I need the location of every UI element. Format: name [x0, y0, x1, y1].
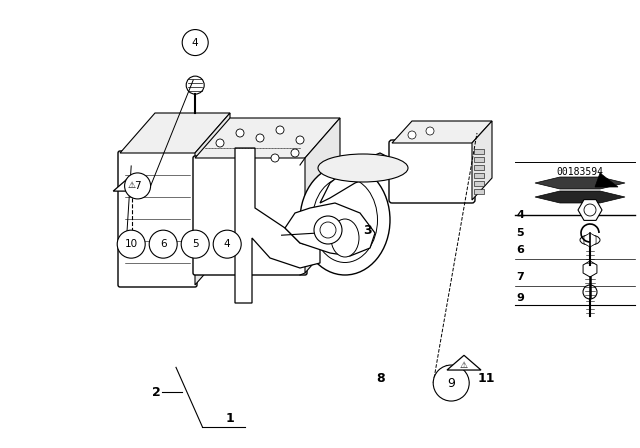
Text: 3: 3	[364, 224, 372, 237]
FancyBboxPatch shape	[474, 181, 484, 186]
Polygon shape	[320, 153, 390, 203]
Text: 7: 7	[516, 272, 524, 282]
Ellipse shape	[318, 154, 408, 182]
Polygon shape	[120, 113, 230, 153]
Circle shape	[320, 222, 336, 238]
Polygon shape	[305, 118, 340, 273]
Polygon shape	[113, 176, 149, 191]
Circle shape	[256, 134, 264, 142]
Text: 1: 1	[226, 412, 235, 426]
FancyBboxPatch shape	[474, 173, 484, 178]
Polygon shape	[472, 121, 492, 200]
Polygon shape	[195, 113, 230, 285]
Text: 4: 4	[192, 38, 198, 47]
Text: 9: 9	[447, 376, 455, 390]
Circle shape	[296, 136, 304, 144]
Ellipse shape	[300, 165, 390, 275]
Circle shape	[125, 173, 150, 199]
Ellipse shape	[580, 235, 600, 245]
Text: 4: 4	[224, 239, 230, 249]
Polygon shape	[195, 118, 340, 158]
FancyBboxPatch shape	[474, 189, 484, 194]
Circle shape	[291, 149, 299, 157]
Circle shape	[149, 230, 177, 258]
Circle shape	[433, 365, 469, 401]
Text: 6: 6	[516, 245, 524, 255]
Text: 2: 2	[152, 385, 161, 399]
FancyBboxPatch shape	[474, 157, 484, 162]
Polygon shape	[595, 173, 618, 187]
Text: 5: 5	[516, 228, 524, 238]
Circle shape	[186, 76, 204, 94]
Circle shape	[583, 285, 597, 299]
Circle shape	[117, 230, 145, 258]
Polygon shape	[447, 355, 481, 370]
Ellipse shape	[312, 177, 378, 263]
Circle shape	[584, 204, 596, 216]
Polygon shape	[235, 148, 320, 303]
Ellipse shape	[331, 219, 359, 257]
FancyBboxPatch shape	[474, 149, 484, 154]
Circle shape	[276, 126, 284, 134]
Text: 5: 5	[192, 239, 198, 249]
FancyBboxPatch shape	[118, 151, 197, 287]
Polygon shape	[535, 177, 625, 189]
Text: ⚠: ⚠	[460, 361, 468, 370]
Text: 6: 6	[160, 239, 166, 249]
Text: 9: 9	[516, 293, 524, 303]
Text: 10: 10	[125, 239, 138, 249]
Circle shape	[236, 129, 244, 137]
Circle shape	[213, 230, 241, 258]
Circle shape	[408, 131, 416, 139]
Polygon shape	[285, 203, 375, 256]
Circle shape	[216, 139, 224, 147]
FancyBboxPatch shape	[389, 140, 475, 203]
Circle shape	[314, 216, 342, 244]
FancyBboxPatch shape	[193, 156, 307, 275]
Polygon shape	[535, 191, 625, 203]
Circle shape	[182, 30, 208, 56]
Circle shape	[426, 127, 434, 135]
Circle shape	[181, 230, 209, 258]
Text: 11: 11	[477, 372, 495, 385]
Text: 4: 4	[516, 210, 524, 220]
Text: 00183594: 00183594	[557, 167, 604, 177]
Text: ⚠: ⚠	[127, 181, 135, 190]
Text: 8: 8	[376, 372, 385, 385]
Text: 7: 7	[134, 181, 141, 191]
Polygon shape	[392, 121, 492, 143]
Circle shape	[271, 154, 279, 162]
FancyBboxPatch shape	[474, 165, 484, 170]
